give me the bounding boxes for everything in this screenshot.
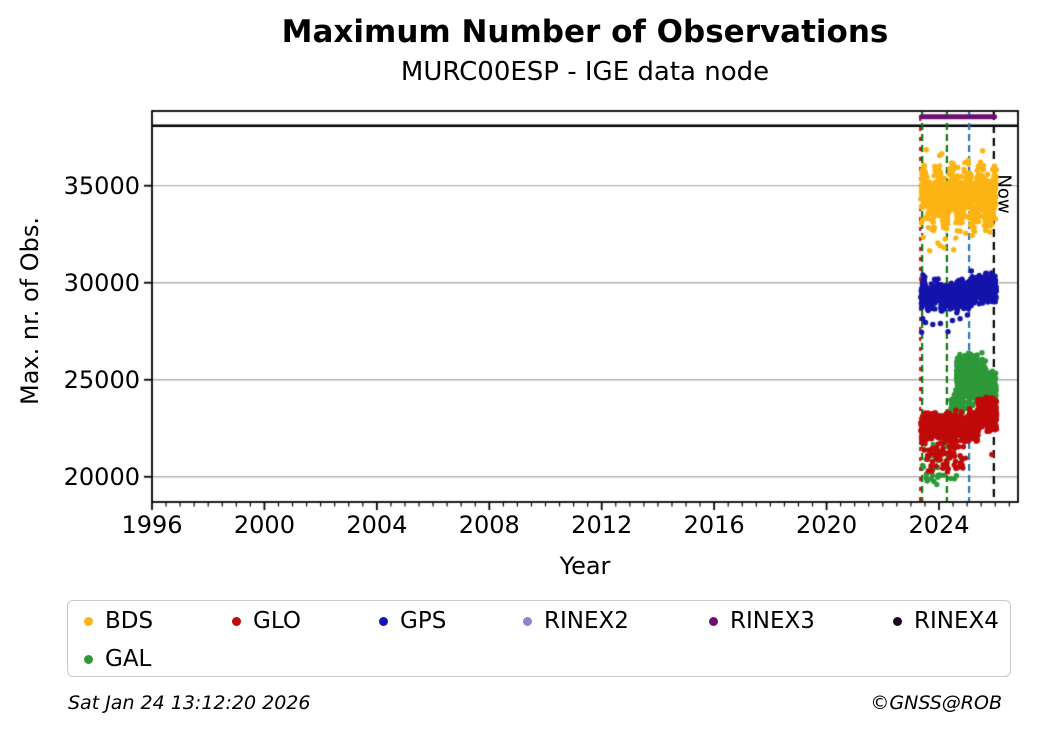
legend-item-gps: GPS [379,605,446,637]
legend-dot-rinex4 [893,616,902,626]
y-tick-label: 25000 [63,365,140,394]
chart-legend: BDS GLO GPS RINEX2 RINEX3 RINEX4 GAL [67,600,1011,677]
now-marker-label: Now [993,174,1015,214]
chart-title: Maximum Number of Observations [281,14,889,50]
x-tick-label: 2000 [233,511,295,539]
legend-dot-bds [84,616,93,626]
y-tick-label: 35000 [63,171,140,200]
legend-dot-gal [84,654,93,664]
x-tick-label: 2016 [683,511,745,539]
plot-timestamp: Sat Jan 24 13:12:20 2026 [68,692,311,714]
legend-label: BDS [105,608,154,634]
legend-dot-rinex3 [709,616,718,626]
x-tick-label: 2012 [571,511,633,539]
x-tick-label: 1996 [121,511,183,539]
copyright-credit: ©GNSS@ROB [870,692,1002,714]
legend-item-glo: GLO [232,605,301,637]
x-tick-label: 2024 [908,511,970,539]
chart-subtitle: MURC00ESP - IGE data node [400,57,770,87]
y-tick-label: 20000 [63,462,140,491]
legend-item-gal: GAL [84,643,151,675]
y-tick-label: 30000 [63,268,140,297]
legend-label: RINEX3 [730,608,815,634]
legend-dot-rinex2 [523,616,532,626]
legend-item-rinex4: RINEX4 [893,605,999,637]
legend-label: GAL [105,646,152,672]
x-tick-label: 2020 [796,511,858,539]
x-tick-label: 2004 [346,511,408,539]
chart-plot-canvas [0,0,1040,600]
x-axis-label: Year [559,552,611,580]
legend-label: RINEX4 [914,608,999,634]
legend-item-rinex2: RINEX2 [523,605,629,637]
legend-dot-gps [379,616,388,626]
legend-item-rinex3: RINEX3 [709,605,815,637]
legend-label: GPS [400,608,447,634]
x-tick-label: 2008 [458,511,520,539]
legend-dot-glo [232,616,241,626]
legend-item-bds: BDS [84,605,153,637]
legend-label: GLO [253,608,301,634]
legend-label: RINEX2 [544,608,629,634]
